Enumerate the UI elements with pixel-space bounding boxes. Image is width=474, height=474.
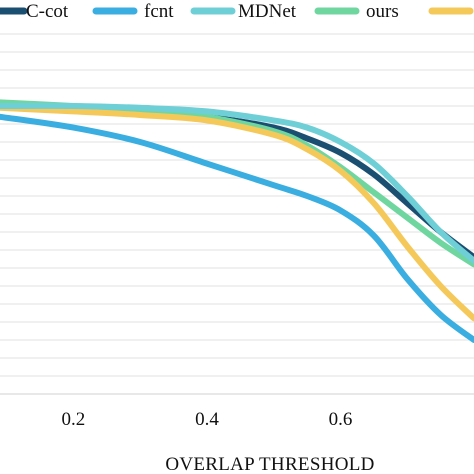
series-line-fcnt (0, 113, 474, 343)
x-axis-ticks: 0.2 0.4 0.6 (62, 409, 353, 430)
x-tick-label: 0.2 (62, 409, 86, 430)
legend-label: MDNet (238, 1, 297, 22)
series-line-mdnet (0, 102, 474, 264)
series-line-series-5 (0, 104, 474, 322)
legend: C-cot fcnt MDNet ours (0, 1, 474, 22)
legend-label: C-cot (26, 1, 69, 22)
series-layer (0, 99, 474, 343)
legend-item-ours: ours (314, 1, 399, 22)
x-tick-label: 0.6 (329, 409, 353, 430)
legend-item-fcnt: fcnt (92, 1, 174, 22)
grid-layer (0, 33, 474, 395)
legend-label: fcnt (144, 1, 174, 22)
legend-item-c-cot: C-cot (0, 1, 69, 22)
x-axis-title: OVERLAP THRESHOLD (165, 454, 374, 474)
legend-item-mdnet: MDNet (190, 1, 297, 22)
legend-label: ours (366, 1, 399, 22)
x-tick-label: 0.4 (195, 409, 219, 430)
